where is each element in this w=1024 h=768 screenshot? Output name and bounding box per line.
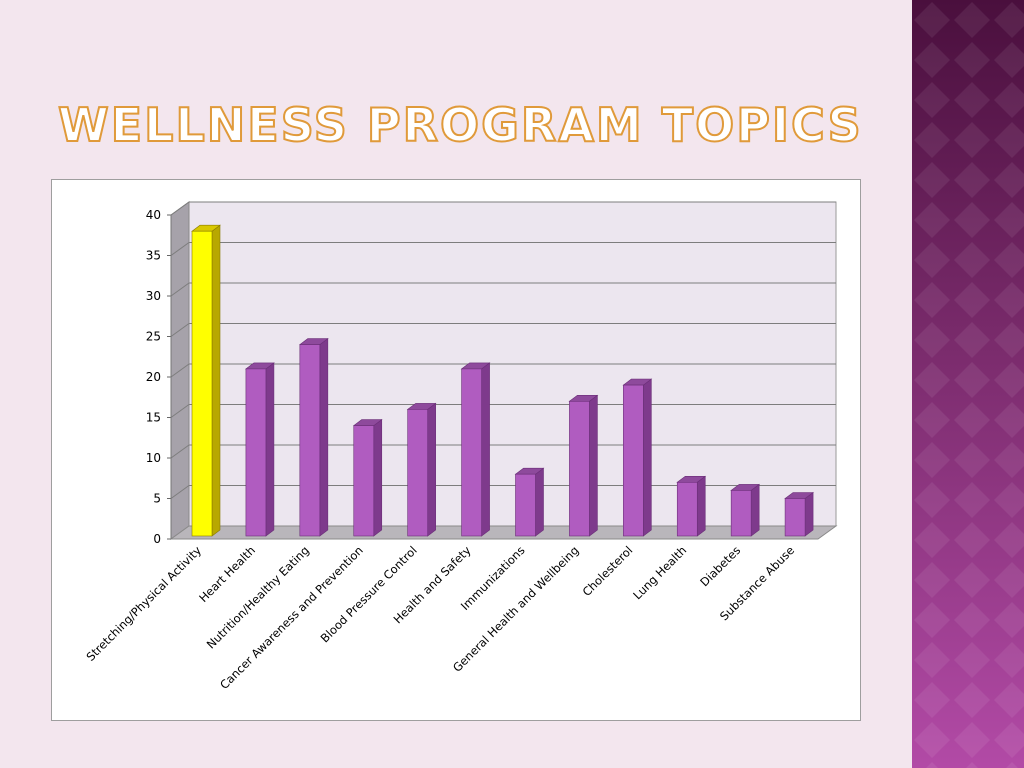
bar-chart: 0 5 10 15 20 25 30 35 40 Stretching/Physical Acti…	[83, 201, 838, 692]
gridline-side	[170, 282, 190, 297]
plot-floor	[169, 525, 838, 540]
bar	[353, 425, 375, 537]
y-tick-label: 0	[153, 532, 161, 546]
x-category-label: Nutrition/Healthy Eating	[204, 543, 312, 651]
y-tick-label: 30	[146, 289, 161, 303]
bar-side	[750, 483, 760, 537]
gridline-side	[170, 404, 190, 418]
y-tick-label: 15	[146, 411, 161, 425]
bar-side	[211, 224, 221, 537]
diamond-pattern	[912, 0, 1024, 768]
bar-side	[265, 362, 275, 537]
bar	[676, 481, 698, 537]
chart-area: 0 5 10 15 20 25 30 35 40 Stretching/Physical Acti…	[51, 179, 861, 721]
y-tick-label: 20	[146, 370, 161, 384]
bar-side	[535, 467, 544, 537]
bar	[623, 384, 644, 537]
bar	[299, 344, 321, 537]
bar-side	[319, 338, 329, 537]
bar	[784, 498, 806, 537]
x-category-label: Cholesterol	[580, 543, 636, 599]
bar-side	[696, 475, 706, 537]
bar-side	[643, 378, 652, 537]
bar-side	[427, 402, 436, 537]
y-tick-label: 5	[153, 492, 161, 506]
bar	[569, 401, 590, 537]
side-decoration-band	[912, 0, 1024, 768]
x-category-label: Stretching/Physical Activity	[83, 543, 204, 664]
y-tick-label: 35	[146, 249, 161, 263]
y-tick-label: 40	[146, 208, 161, 222]
slide-title: WELLNESS PROGRAM TOPICS	[57, 98, 863, 152]
bar	[461, 368, 482, 537]
bar-side	[804, 491, 814, 537]
y-tick-label: 25	[146, 330, 161, 344]
gridline-side	[170, 242, 190, 256]
bar	[245, 368, 267, 537]
gridline-side	[170, 485, 190, 499]
bar	[407, 409, 428, 537]
bar-side	[589, 394, 598, 537]
bar	[730, 490, 752, 537]
x-category-label: Diabetes	[697, 543, 743, 589]
bar	[515, 473, 536, 537]
gridline-side	[170, 444, 190, 459]
y-tick-label: 10	[146, 451, 161, 465]
bar	[191, 230, 213, 537]
gridline-side	[170, 201, 190, 216]
gridline-side	[170, 363, 190, 378]
bar-side	[481, 362, 490, 537]
gridline-side	[170, 323, 190, 337]
x-category-label: Lung Health	[630, 543, 689, 602]
bar-side	[373, 419, 383, 537]
x-category-label: Blood Pressure Control	[318, 543, 420, 645]
